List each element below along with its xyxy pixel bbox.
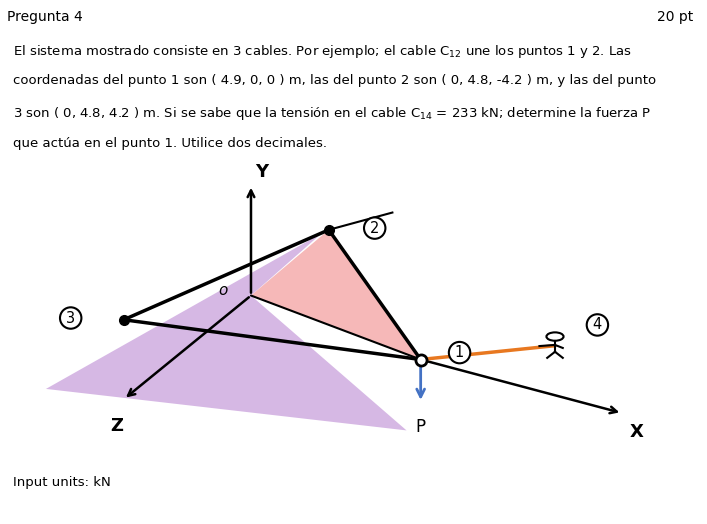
Text: X: X [629, 423, 643, 442]
Text: Z: Z [110, 417, 123, 434]
Text: Pregunta 4: Pregunta 4 [7, 10, 83, 24]
Text: 3 son ( 0, 4.8, 4.2 ) m. Si se sabe que la tensión en el cable C$_{14}$ = 233 kN: 3 son ( 0, 4.8, 4.2 ) m. Si se sabe que … [13, 105, 651, 123]
Text: 1: 1 [455, 345, 464, 360]
Text: o: o [218, 283, 228, 298]
Text: Y: Y [255, 163, 268, 181]
Polygon shape [251, 230, 421, 359]
Text: 3: 3 [66, 311, 75, 325]
Text: 20 pt: 20 pt [657, 10, 693, 24]
Text: El sistema mostrado consiste en 3 cables. Por ejemplo; el cable C$_{12}$ une los: El sistema mostrado consiste en 3 cables… [13, 43, 632, 60]
Text: 2: 2 [370, 221, 380, 236]
Text: 4: 4 [592, 318, 602, 332]
Text: P: P [416, 418, 426, 436]
Text: Input units: kN: Input units: kN [13, 476, 110, 489]
Text: que actúa en el punto 1. Utilice dos decimales.: que actúa en el punto 1. Utilice dos dec… [13, 137, 327, 150]
Text: coordenadas del punto 1 son ( 4.9, 0, 0 ) m, las del punto 2 son ( 0, 4.8, -4.2 : coordenadas del punto 1 son ( 4.9, 0, 0 … [13, 74, 656, 87]
Polygon shape [46, 233, 407, 430]
